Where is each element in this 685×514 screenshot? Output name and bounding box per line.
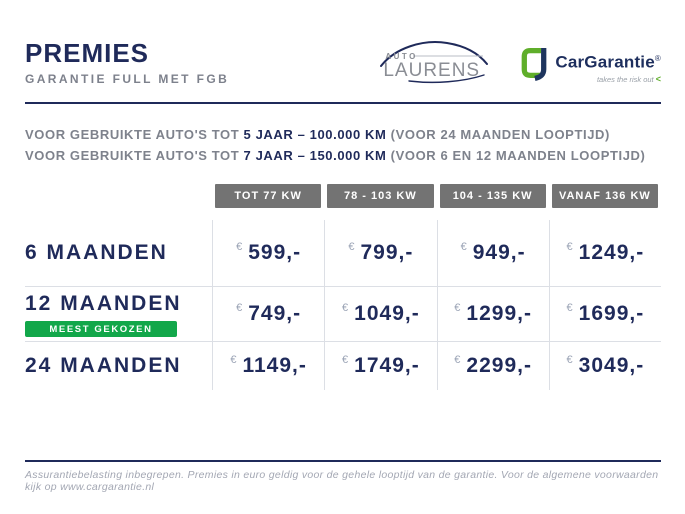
price-cell: €749,- (212, 287, 324, 341)
row-label-cell: 24 MAANDEN (25, 342, 212, 390)
table-row-6-maanden: 6 MAANDEN €599,- €799,- €949,- €1249,- (25, 220, 661, 287)
table-header-spacer (25, 184, 212, 208)
conditions: VOOR GEBRUIKTE AUTO'S TOT 5 JAAR – 100.0… (25, 124, 661, 166)
euro-sign: € (348, 241, 355, 253)
row-label: 24 MAANDEN (25, 354, 182, 377)
price-value: 1149,- (242, 354, 307, 377)
row-label-cell: 12 MAANDEN MEEST GEKOZEN (25, 287, 212, 341)
autolaurens-logo: AUTO LAURENS (379, 36, 489, 84)
page-title: PREMIES (25, 38, 150, 68)
autolaurens-name-label: LAURENS (383, 60, 481, 81)
price-cell: €2299,- (436, 342, 549, 390)
column-header-104-135-kw: 104 - 135 KW (437, 184, 549, 208)
footer-disclaimer: Assurantiebelasting inbegrepen. Premies … (25, 469, 659, 493)
price-value: 949,- (472, 241, 526, 264)
euro-sign: € (342, 354, 349, 366)
price-value: 1699,- (578, 302, 645, 325)
price-cell: €1249,- (548, 220, 661, 286)
price-value: 1749,- (354, 354, 420, 377)
footer-divider (25, 460, 661, 462)
price-value: 599,- (248, 241, 302, 264)
price-cell: €1149,- (212, 342, 324, 390)
row-label: 6 MAANDEN (25, 241, 168, 264)
table-row-12-maanden: 12 MAANDEN MEEST GEKOZEN €749,- €1049,- … (25, 287, 661, 342)
price-value: 2299,- (466, 354, 532, 377)
column-header-78-103-kw: 78 - 103 KW (324, 184, 436, 208)
price-value: 1049,- (354, 302, 420, 325)
euro-sign: € (236, 241, 243, 253)
most-chosen-badge: MEEST GEKOZEN (25, 320, 177, 337)
page-subtitle: GARANTIE FULL MET FGB (25, 72, 230, 86)
euro-sign: € (342, 302, 349, 314)
euro-sign: € (236, 302, 243, 314)
cargarantie-shield-icon (522, 48, 547, 82)
table-row-24-maanden: 24 MAANDEN €1149,- €1749,- €2299,- €3049… (25, 342, 661, 390)
price-value: 799,- (360, 241, 414, 264)
price-value: 3049,- (578, 354, 645, 377)
header-titles: PREMIES GARANTIE FULL MET FGB (25, 39, 229, 86)
condition-line-2: VOOR GEBRUIKTE AUTO'S TOT 7 JAAR – 150.0… (25, 148, 646, 163)
column-header-vanaf-136-kw: VANAF 136 KW (549, 184, 661, 208)
price-cell: €599,- (212, 220, 324, 286)
price-cell: €1299,- (436, 287, 549, 341)
price-cell: €1699,- (548, 287, 661, 341)
euro-sign: € (566, 354, 573, 366)
column-header-tot-77-kw: TOT 77 KW (212, 184, 324, 208)
cargarantie-name-label: CarGarantie® (555, 53, 661, 72)
row-label-cell: 6 MAANDEN (25, 220, 212, 286)
cargarantie-logo: CarGarantie® takes the risk out < (519, 44, 661, 84)
cargarantie-tagline: takes the risk out < (596, 74, 661, 84)
row-label: 12 MAANDEN (25, 291, 182, 315)
autolaurens-top-label: AUTO (385, 52, 418, 61)
table-body: 6 MAANDEN €599,- €799,- €949,- €1249,- 1… (25, 220, 661, 390)
cargarantie-text: CarGarantie® takes the risk out < (555, 44, 661, 85)
euro-sign: € (454, 354, 461, 366)
price-value: 1299,- (466, 302, 532, 325)
price-cell: €1749,- (324, 342, 436, 390)
euro-sign: € (566, 241, 573, 253)
euro-sign: € (460, 241, 467, 253)
registered-mark: ® (654, 54, 661, 64)
price-value: 749,- (248, 302, 302, 325)
condition-line-1: VOOR GEBRUIKTE AUTO'S TOT 5 JAAR – 100.0… (25, 127, 610, 142)
chevron-left-icon: < (655, 74, 661, 84)
price-cell: €949,- (436, 220, 549, 286)
price-cell: €799,- (324, 220, 436, 286)
price-cell: €1049,- (324, 287, 436, 341)
logos: AUTO LAURENS CarGarantie® takes the risk… (379, 36, 661, 86)
euro-sign: € (566, 302, 573, 314)
euro-sign: € (454, 302, 461, 314)
car-silhouette-icon (380, 41, 489, 84)
table-header-row: TOT 77 KW 78 - 103 KW 104 - 135 KW VANAF… (25, 184, 661, 208)
header: PREMIES GARANTIE FULL MET FGB AUTO LAURE… (25, 36, 661, 86)
price-value: 1249,- (578, 241, 645, 264)
euro-sign: € (230, 354, 237, 366)
header-divider (25, 102, 661, 104)
price-cell: €3049,- (548, 342, 661, 390)
